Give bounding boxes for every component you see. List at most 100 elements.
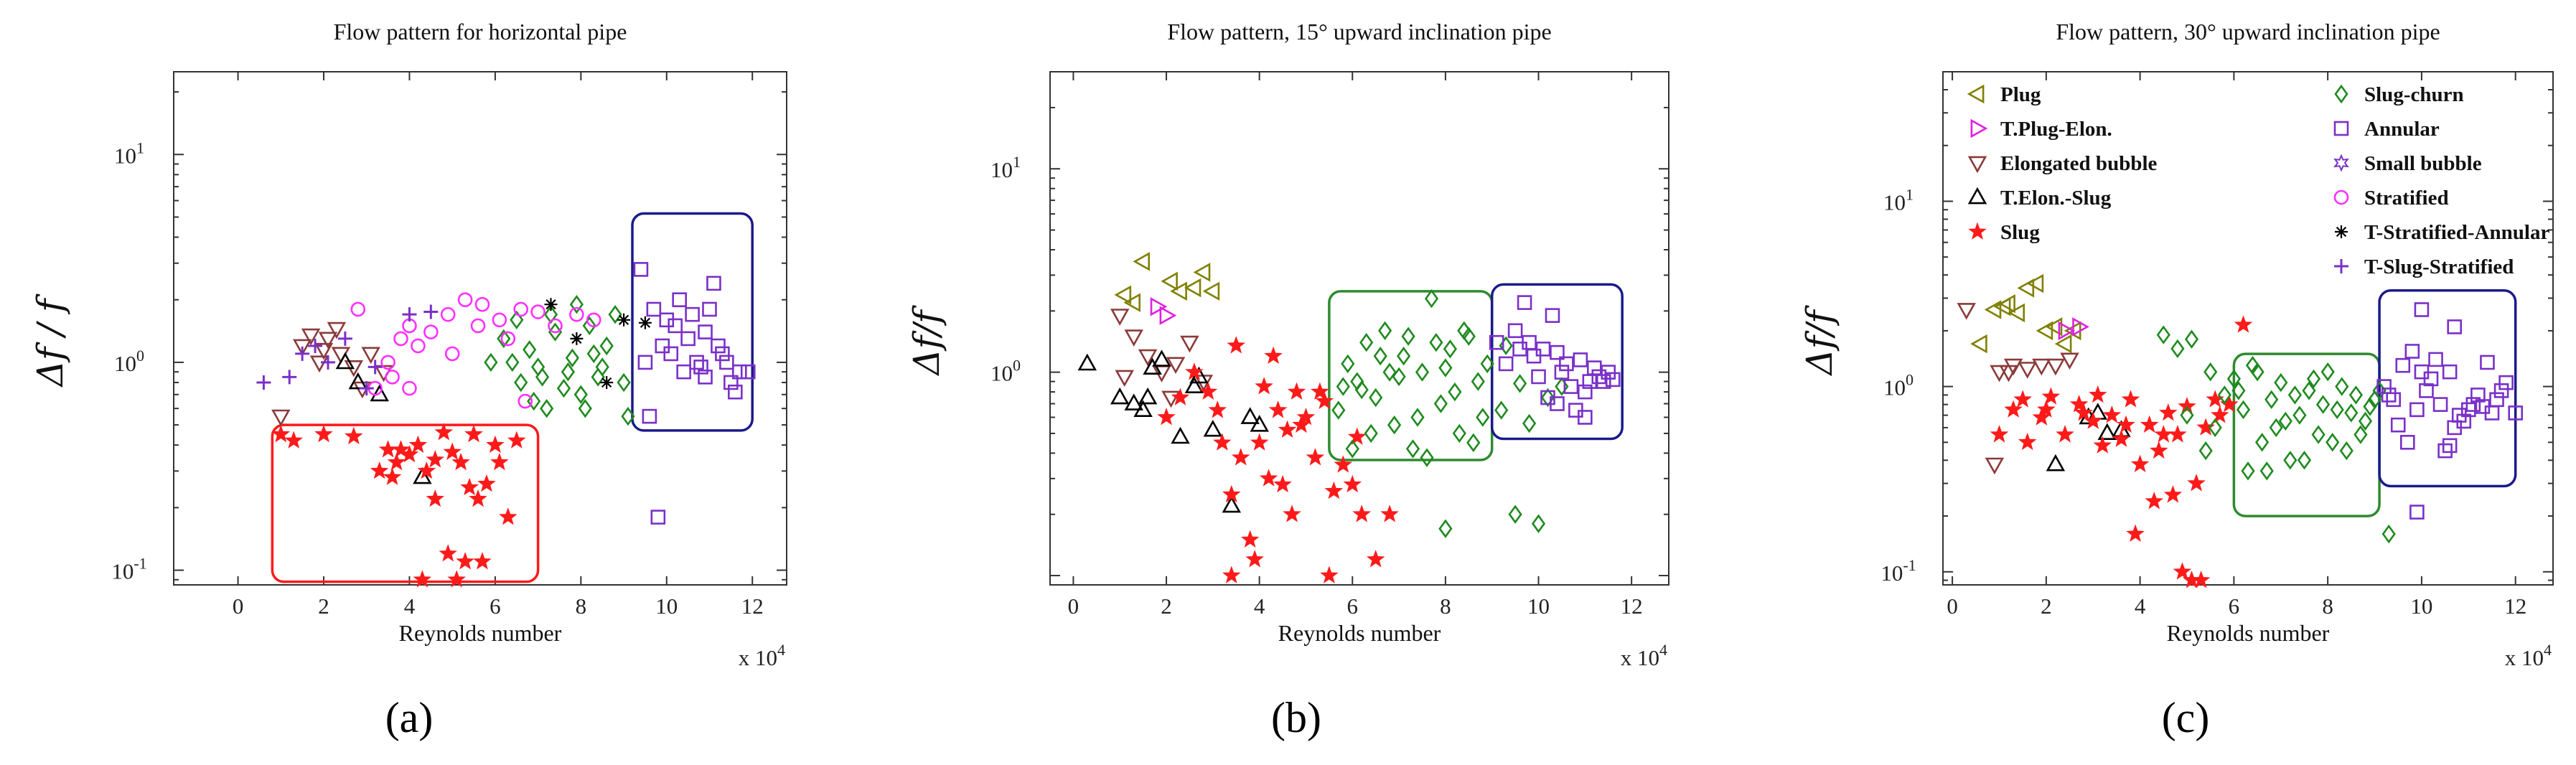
legend-item: Slug-churn: [2334, 83, 2464, 106]
data-point: [2056, 425, 2074, 443]
y-tick-label: 100: [990, 357, 1021, 386]
data-point: [309, 355, 329, 373]
x-tick-label: 8: [1440, 593, 1451, 619]
data-point: [2287, 385, 2303, 405]
x-tick-label: 2: [1161, 593, 1172, 619]
data-point: [1259, 469, 1278, 487]
data-point: [370, 384, 389, 402]
data-point: [1366, 550, 1385, 568]
data-point: [1466, 433, 1481, 453]
y-tick-label: 100: [1883, 371, 1914, 400]
data-point: [513, 301, 529, 317]
data-point: [1159, 306, 1177, 325]
legend-label: Elongated bubble: [2000, 152, 2158, 175]
data-point: [1573, 352, 1588, 367]
legend-item: Stratified: [2333, 187, 2449, 210]
data-point: [2008, 303, 2025, 323]
legend-marker: [1970, 118, 1988, 139]
data-point: [1559, 356, 1574, 372]
data-point: [668, 318, 683, 334]
data-point: [2168, 425, 2187, 443]
data-point: [1296, 408, 1316, 426]
data-point: [2102, 405, 2122, 423]
legend-label: Plug: [2000, 83, 2041, 106]
data-point: [1077, 353, 1097, 371]
series-elongated-bubble: [1957, 303, 2079, 475]
data-point: [1476, 408, 1490, 427]
data-point: [1555, 377, 1569, 396]
data-point: [2211, 405, 2229, 423]
data-point: [698, 324, 713, 339]
data-point: [1415, 362, 1430, 382]
data-point: [1222, 495, 1242, 513]
data-point: [2097, 423, 2117, 441]
data-point: [348, 372, 368, 390]
data-point: [2163, 485, 2183, 503]
data-point: [1336, 377, 1350, 396]
data-point: [469, 489, 487, 507]
data-point: [1563, 379, 1579, 394]
data-point: [1341, 354, 1355, 374]
x-axis-label: Reynolds number: [1278, 620, 1441, 646]
data-point: [2480, 355, 2495, 370]
x-tick-label: 12: [2504, 593, 2526, 619]
data-point: [1452, 423, 1466, 443]
x-tick-label: 0: [1947, 593, 1958, 619]
data-point: [706, 276, 721, 291]
data-point: [2093, 436, 2112, 454]
data-point: [456, 552, 474, 570]
data-point: [383, 467, 402, 485]
series-stratified: [350, 292, 601, 409]
data-point: [1550, 344, 1565, 360]
data-point: [1110, 387, 1130, 405]
data-point: [477, 474, 496, 492]
data-point: [301, 328, 321, 346]
data-point: [1240, 407, 1260, 424]
data-point: [434, 423, 454, 441]
data-point: [2330, 400, 2344, 420]
data-point: [637, 355, 653, 370]
legend-marker: [1967, 84, 1985, 104]
data-point: [464, 424, 483, 443]
data-point: [556, 378, 571, 398]
data-point: [573, 385, 588, 405]
legend-item: T-Slug-Stratified: [2334, 255, 2514, 278]
data-point: [539, 398, 554, 418]
data-point: [676, 364, 691, 380]
data-point: [732, 364, 747, 380]
legend-marker: [2333, 121, 2349, 136]
data-point: [1124, 329, 1143, 347]
data-point: [2428, 352, 2443, 367]
data-point: [284, 431, 303, 449]
series-t-plug-elon-: [2058, 317, 2089, 341]
data-point: [1273, 474, 1292, 493]
data-point: [1429, 332, 1443, 352]
data-point: [2017, 278, 2035, 298]
y-tick-label: 10-1: [111, 555, 146, 584]
data-point: [544, 298, 558, 311]
data-point: [2178, 397, 2196, 415]
data-point: [1240, 530, 1260, 548]
data-point: [1250, 433, 1269, 451]
data-point: [2395, 357, 2411, 373]
data-point: [2470, 388, 2486, 403]
data-point: [1166, 357, 1186, 375]
data-point: [2184, 329, 2199, 349]
data-point: [2037, 400, 2056, 418]
data-point: [443, 442, 462, 460]
data-point: [1512, 374, 1527, 393]
data-point: [2465, 397, 2481, 412]
data-point: [1124, 393, 1143, 410]
data-point: [499, 507, 517, 525]
plot-frame: [173, 71, 787, 586]
data-point: [1443, 339, 1458, 359]
data-point: [2297, 451, 2312, 470]
legend-marker: [2333, 189, 2349, 205]
data-point: [680, 331, 695, 347]
data-point: [1970, 334, 1987, 354]
legend-item: T-Stratified-Annular: [2335, 221, 2549, 244]
data-point: [2259, 461, 2274, 481]
data-point: [2018, 362, 2037, 379]
data-point: [2231, 381, 2246, 400]
data-point: [460, 477, 479, 496]
